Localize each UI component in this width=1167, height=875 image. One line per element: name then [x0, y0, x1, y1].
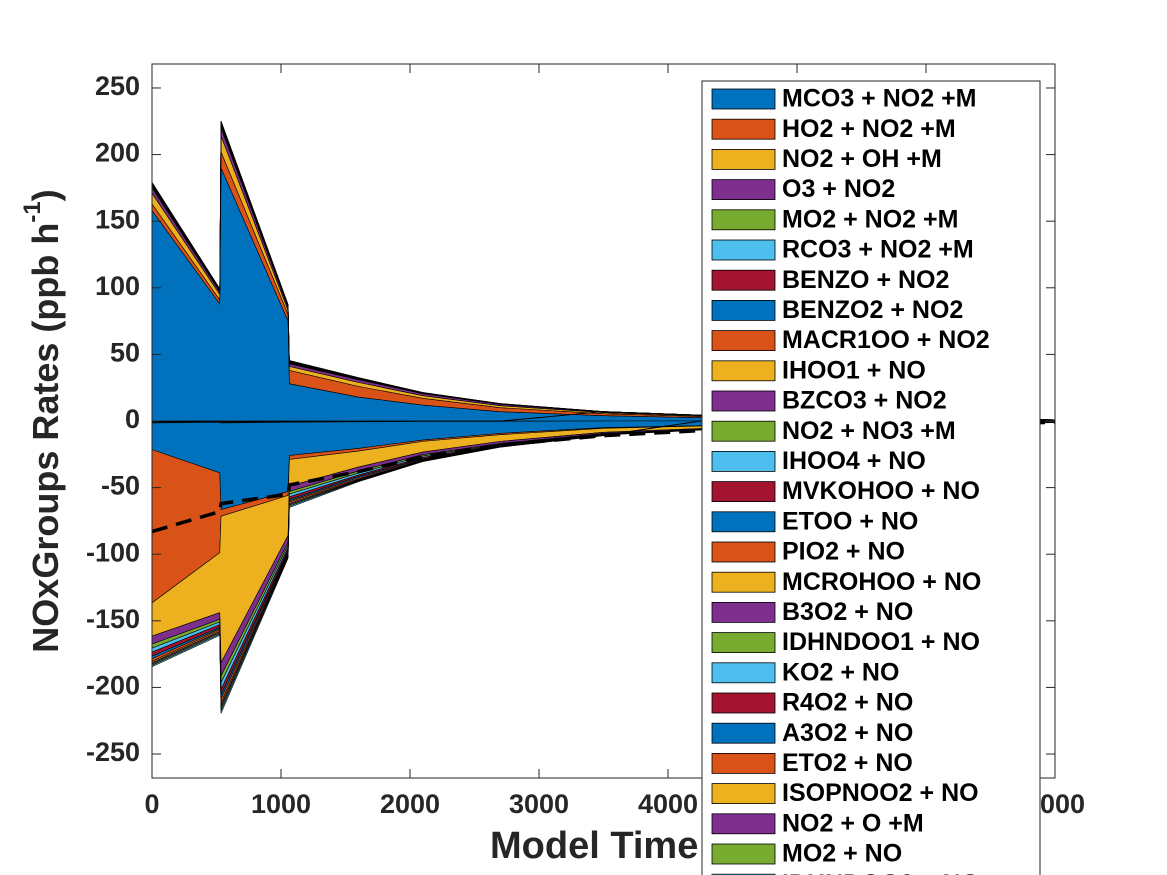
legend-swatch	[711, 571, 776, 593]
legend-label: O3 + NO2	[782, 175, 895, 203]
y-tick-label: 200	[95, 138, 140, 168]
legend-swatch	[711, 541, 776, 563]
legend-swatch	[711, 390, 776, 412]
legend-swatch	[711, 632, 776, 653]
y-tick-label: 100	[95, 271, 140, 301]
y-axis-label: NOxGroups Rates (ppb h-1)	[19, 189, 65, 652]
legend-label: BZCO3 + NO2	[782, 387, 947, 415]
y-tick-label: -150	[86, 604, 140, 634]
y-tick-label: 250	[95, 71, 140, 101]
legend-label: MO2 + NO2 +M	[782, 205, 958, 233]
legend-swatch	[711, 239, 776, 261]
legend-swatch	[711, 148, 776, 170]
x-tick-label: 2000	[380, 789, 440, 819]
legend-swatch	[711, 420, 776, 442]
x-tick-label: 4000	[638, 789, 698, 819]
x-tick-label: 1000	[251, 789, 311, 819]
legend-label: MACR1OO + NO2	[782, 326, 990, 354]
legend-swatch	[711, 450, 776, 472]
y-tick-label: 150	[95, 204, 140, 234]
legend-label: R4O2 + NO	[782, 689, 913, 717]
legend-label: IDHNDOO1 + NO	[782, 628, 980, 656]
legend-swatch	[711, 511, 776, 533]
legend-swatch	[711, 481, 776, 503]
legend-label: KO2 + NO	[782, 658, 899, 686]
legend-label: IDHNDOO2 + NO	[782, 870, 980, 875]
legend-swatch	[711, 692, 776, 714]
y-tick-label: 0	[125, 404, 140, 434]
legend-label: RCO3 + NO2 +M	[782, 236, 974, 264]
legend-swatch	[711, 602, 776, 623]
y-tick-label: -200	[86, 671, 140, 701]
y-tick-label: -100	[86, 537, 140, 567]
legend-swatch	[711, 843, 776, 865]
legend-label: PIO2 + NO	[782, 538, 905, 566]
legend-label: A3O2 + NO	[782, 719, 913, 747]
legend-label: NO2 + O +M	[782, 809, 924, 837]
legend-swatch	[711, 118, 776, 140]
legend-swatch	[711, 753, 776, 774]
legend-label: BENZO2 + NO2	[782, 296, 963, 324]
legend-swatch	[711, 299, 776, 321]
y-label-sup: -1	[19, 201, 46, 222]
y-tick-label: -50	[101, 471, 140, 501]
legend-label: ETO2 + NO	[782, 749, 913, 777]
legend-swatch	[711, 330, 776, 352]
legend-swatch	[711, 360, 776, 382]
y-label-end: )	[25, 189, 66, 201]
y-label-text: NOxGroups Rates (ppb h	[25, 223, 66, 653]
y-tick-label: -250	[86, 737, 140, 767]
legend-label: MO2 + NO	[782, 840, 902, 868]
x-tick-label: 3000	[509, 789, 569, 819]
legend-label: MCO3 + NO2 +M	[782, 85, 977, 113]
legend-swatch	[711, 662, 776, 684]
legend-swatch	[711, 209, 776, 231]
legend-label: MVKOHOO + NO	[782, 477, 980, 505]
legend-label: B3O2 + NO	[782, 598, 913, 626]
legend-swatch	[711, 813, 776, 835]
legend-swatch	[711, 722, 776, 744]
net-line	[151, 420, 1056, 534]
legend-label: NO2 + NO3 +M	[782, 417, 956, 445]
y-tick-label: 50	[110, 338, 140, 368]
legend-label: BENZO + NO2	[782, 266, 949, 294]
legend-swatch	[711, 269, 776, 291]
legend-label: HO2 + NO2 +M	[782, 115, 956, 143]
x-tick-label: 0	[144, 789, 159, 819]
x-axis-label: Model Time	[490, 825, 698, 867]
legend-label: IHOO1 + NO	[782, 356, 926, 384]
legend-label: IHOO4 + NO	[782, 447, 926, 475]
legend-label: ETOO + NO	[782, 507, 918, 535]
legend-swatch	[711, 179, 776, 201]
legend-swatch	[711, 88, 776, 110]
legend-swatch	[711, 783, 776, 804]
legend-label: ISOPNOO2 + NO	[782, 779, 979, 807]
legend-label: NO2 + OH +M	[782, 145, 942, 173]
legend-label: MCROHOO + NO	[782, 568, 981, 596]
